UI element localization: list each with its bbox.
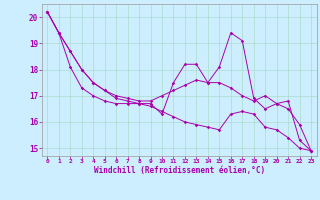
- X-axis label: Windchill (Refroidissement éolien,°C): Windchill (Refroidissement éolien,°C): [94, 166, 265, 175]
